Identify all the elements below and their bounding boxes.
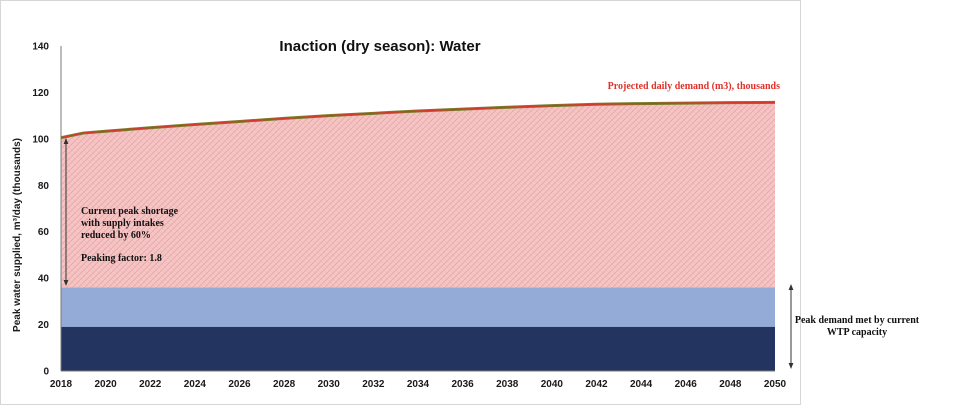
x-tick-label: 2038 — [496, 379, 519, 390]
y-tick-label: 60 — [38, 227, 50, 238]
x-tick-label: 2028 — [273, 379, 296, 390]
y-axis-label: Peak water supplied, m³/day (thousands) — [12, 138, 23, 332]
y-tick-label: 100 — [32, 134, 49, 145]
met-demand-annotation-line-2: WTP capacity — [827, 327, 887, 338]
demand-series-label: Projected daily demand (m3), thousands — [608, 81, 780, 92]
x-tick-label: 2034 — [407, 379, 430, 390]
supply-band-dark — [61, 326, 775, 371]
x-tick-label: 2020 — [95, 379, 118, 390]
y-tick-label: 0 — [43, 367, 49, 378]
x-tick-label: 2048 — [719, 379, 742, 390]
shortage-annotation-line-2: with supply intakes — [81, 218, 164, 229]
area-layers — [61, 102, 775, 371]
y-tick-label: 40 — [38, 274, 50, 285]
supply-band-light — [61, 287, 775, 327]
x-tick-label: 2046 — [675, 379, 698, 390]
x-tick-label: 2040 — [541, 379, 564, 390]
x-tick-label: 2036 — [452, 379, 475, 390]
met-demand-annotation-line-1: Peak demand met by current — [795, 315, 920, 326]
y-tick-labels: 0 20 40 60 80 100 120 140 — [32, 42, 49, 378]
y-tick-label: 20 — [38, 320, 50, 331]
x-tick-label: 2032 — [362, 379, 385, 390]
x-tick-label: 2022 — [139, 379, 162, 390]
demand-line — [60, 101, 776, 139]
x-tick-label: 2042 — [585, 379, 608, 390]
demand-line-group — [60, 100, 776, 140]
chart-title: Inaction (dry season): Water — [279, 38, 480, 55]
x-tick-label: 2044 — [630, 379, 653, 390]
shortage-annotation-line-1: Current peak shortage — [81, 206, 179, 217]
peaking-factor-annotation: Peaking factor: 1.8 — [81, 253, 162, 264]
x-tick-label: 2024 — [184, 379, 207, 390]
y-tick-label: 80 — [38, 181, 50, 192]
x-tick-label: 2030 — [318, 379, 341, 390]
y-tick-label: 120 — [32, 88, 49, 99]
x-tick-label: 2026 — [228, 379, 251, 390]
x-tick-labels: 2018 2020 2022 2024 2026 2028 2030 2032 2034 2036… — [50, 379, 787, 390]
demand-shortage-area — [61, 102, 775, 288]
x-tick-label: 2050 — [764, 379, 787, 390]
shortage-annotation-line-3: reduced by 60% — [81, 230, 151, 241]
y-tick-label: 140 — [32, 42, 49, 53]
x-tick-label: 2018 — [50, 379, 73, 390]
